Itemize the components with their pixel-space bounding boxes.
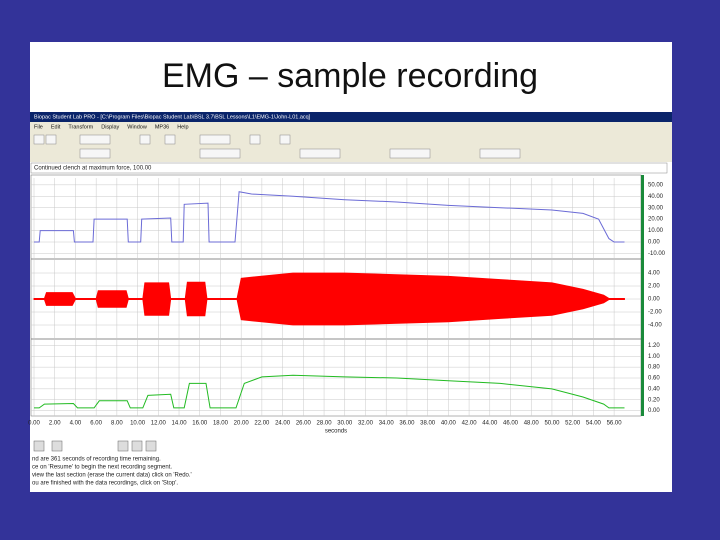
slide-title: EMG – sample recording — [162, 57, 538, 95]
channel-bar — [641, 175, 644, 416]
menu-item[interactable]: Display — [101, 124, 119, 130]
instruction-line: view the last section (erase the current… — [32, 473, 192, 479]
menu-item[interactable]: File — [34, 124, 43, 130]
tool-button[interactable] — [249, 134, 261, 145]
window-title: Biopac Student Lab PRO - [C:\Program Fil… — [34, 114, 311, 120]
y-tick-label: 0.20 — [648, 397, 660, 403]
y-tick-label: 0.40 — [648, 386, 660, 392]
tool-button[interactable] — [139, 134, 151, 145]
x-tick-label: 24.00 — [275, 421, 291, 427]
instructions: nd are 361 seconds of recording time rem… — [32, 457, 192, 487]
x-axis-label: seconds — [325, 429, 347, 435]
y-tick-label: 10.00 — [648, 228, 664, 234]
x-tick-label: 14.00 — [172, 421, 188, 427]
menu-item[interactable]: Transform — [68, 124, 93, 130]
instruction-line: ce on 'Resume' to begin the next recordi… — [32, 465, 172, 471]
tool-button[interactable] — [279, 134, 291, 145]
tool-button[interactable] — [199, 148, 241, 159]
tool-button[interactable] — [45, 134, 57, 145]
emg-envelope — [33, 272, 625, 300]
x-tick-label: 16.00 — [192, 421, 208, 427]
instruction-line: ou are finished with the data recordings… — [32, 481, 178, 487]
x-tick-label: 12.00 — [151, 421, 167, 427]
title-bar — [30, 112, 672, 122]
x-tick-label: 42.00 — [462, 421, 478, 427]
y-tick-label: -4.00 — [648, 323, 662, 329]
y-tick-label: -10.00 — [648, 251, 666, 257]
menu-item[interactable]: Window — [127, 124, 147, 130]
x-tick-label: 36.00 — [399, 421, 415, 427]
tool-button[interactable] — [199, 134, 231, 145]
trace — [34, 374, 625, 409]
y-tick-label: 0.00 — [648, 240, 660, 246]
y-tick-label: 4.00 — [648, 271, 660, 277]
x-tick-label: 52.00 — [565, 421, 581, 427]
x-tick-label: 22.00 — [254, 421, 270, 427]
menu-item[interactable]: Edit — [51, 124, 61, 130]
x-tick-label: 4.00 — [70, 421, 82, 427]
y-tick-label: 0.60 — [648, 376, 660, 382]
x-tick-label: 46.00 — [503, 421, 519, 427]
x-tick-label: 48.00 — [524, 421, 540, 427]
x-tick-label: 50.00 — [544, 421, 560, 427]
emg-envelope — [33, 298, 625, 326]
x-tick-label: 54.00 — [586, 421, 602, 427]
instruction-line: nd are 361 seconds of recording time rem… — [32, 457, 161, 463]
toolbar — [30, 132, 672, 162]
x-tick-label: 34.00 — [379, 421, 395, 427]
tool-button[interactable] — [299, 148, 341, 159]
y-tick-label: 1.00 — [648, 354, 660, 360]
x-tick-label: 40.00 — [441, 421, 457, 427]
status-field — [30, 162, 668, 174]
x-tick-label: 44.00 — [482, 421, 498, 427]
tool-button[interactable] — [117, 440, 129, 452]
tool-button[interactable] — [389, 148, 431, 159]
y-tick-label: 0.00 — [648, 297, 660, 303]
x-tick-label: 38.00 — [420, 421, 436, 427]
x-tick-label: 10.00 — [130, 421, 146, 427]
bottom-toolbar — [33, 440, 157, 452]
y-tick-label: 1.20 — [648, 343, 660, 349]
menu-item[interactable]: Help — [177, 124, 188, 130]
tool-button[interactable] — [479, 148, 521, 159]
menu-bar — [30, 122, 672, 132]
tool-button[interactable] — [131, 440, 143, 452]
x-tick-label: 8.00 — [111, 421, 123, 427]
x-tick-label: 2.00 — [49, 421, 61, 427]
x-tick-label: 26.00 — [296, 421, 312, 427]
y-tick-label: 2.00 — [648, 284, 660, 290]
tool-button[interactable] — [164, 134, 176, 145]
x-tick-label: 18.00 — [213, 421, 229, 427]
trace — [34, 191, 625, 243]
tool-button[interactable] — [33, 440, 45, 452]
tool-button[interactable] — [51, 440, 63, 452]
x-tick-label: 56.00 — [607, 421, 623, 427]
tool-button[interactable] — [145, 440, 157, 452]
menu-item[interactable]: MP36 — [155, 124, 169, 130]
x-tick-label: 0.00 — [28, 421, 40, 427]
tool-button[interactable] — [79, 134, 111, 145]
y-tick-label: 30.00 — [648, 205, 664, 211]
y-tick-label: 20.00 — [648, 217, 664, 223]
status-text: Continued clench at maximum force, 100.0… — [34, 166, 152, 172]
y-tick-label: 0.80 — [648, 365, 660, 371]
y-tick-label: 0.00 — [648, 408, 660, 414]
x-tick-label: 20.00 — [234, 421, 250, 427]
y-tick-label: 40.00 — [648, 194, 664, 200]
menu: File Edit Transform Display Window MP36 Help — [34, 124, 189, 130]
tool-button[interactable] — [79, 148, 111, 159]
x-tick-label: 30.00 — [337, 421, 353, 427]
plots: 50.00 40.00 30.00 20.00 10.00 0.00 -10.00 4.00 2… — [28, 178, 666, 427]
tool-button[interactable] — [33, 134, 45, 145]
toolbar-buttons — [33, 134, 521, 159]
x-tick-label: 28.00 — [317, 421, 333, 427]
x-tick-label: 32.00 — [358, 421, 374, 427]
y-tick-label: -2.00 — [648, 310, 662, 316]
y-tick-label: 50.00 — [648, 182, 664, 188]
x-tick-label: 6.00 — [90, 421, 102, 427]
